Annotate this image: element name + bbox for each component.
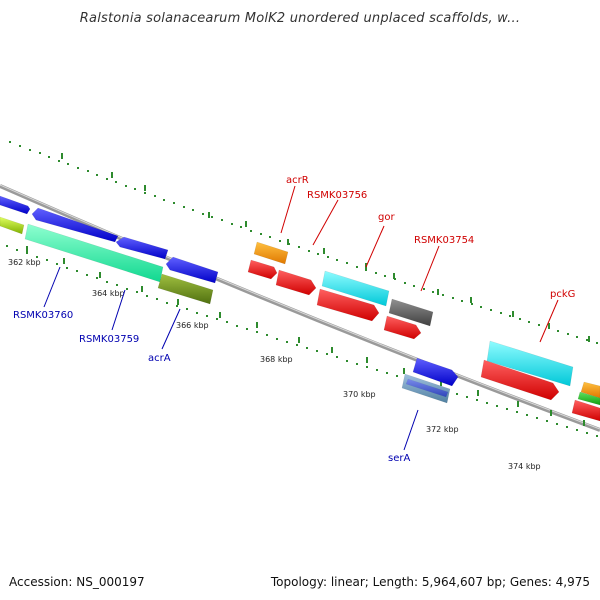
gene-bar[interactable] <box>0 216 25 235</box>
upper-tick-track <box>9 141 598 344</box>
gene-bar[interactable] <box>580 381 600 399</box>
gene-bar-acrr[interactable] <box>253 241 289 265</box>
genome-stats-text: Topology: linear; Length: 5,964,607 bp; … <box>270 575 590 589</box>
label-acrr[interactable]: acrR <box>286 175 309 186</box>
tick-label-370: 370 kbp <box>343 390 376 399</box>
gene-arrow[interactable] <box>165 256 219 284</box>
sera-genes <box>401 357 459 404</box>
gene-arrow[interactable] <box>115 236 169 260</box>
accession-text: Accession: NS_000197 <box>9 575 145 589</box>
gene-arrow[interactable] <box>480 359 560 401</box>
tick-label-368: 368 kbp <box>260 355 293 364</box>
label-sera[interactable]: serA <box>388 453 410 464</box>
leader-lines <box>43 185 559 451</box>
label-rsmk03756[interactable]: RSMK03756 <box>307 190 367 201</box>
gene-bar-acra[interactable] <box>157 273 214 305</box>
label-rsmk03759[interactable]: RSMK03759 <box>79 334 139 345</box>
tick-label-374: 374 kbp <box>508 462 541 471</box>
backbone <box>0 184 600 432</box>
reverse-genes-top <box>0 195 219 284</box>
forward-genes-bottom <box>247 259 600 422</box>
label-acra[interactable]: acrA <box>148 353 171 364</box>
reverse-genes-bottom <box>0 216 214 305</box>
gene-arrow[interactable] <box>31 207 119 243</box>
label-pckg[interactable]: pckG <box>550 289 575 300</box>
gene-arrow[interactable] <box>412 357 459 387</box>
gene-arrow[interactable] <box>0 195 31 215</box>
gene-arrow[interactable] <box>316 288 380 322</box>
tick-label-366: 366 kbp <box>176 321 209 330</box>
tick-labels: 362 kbp 364 kbp 366 kbp 368 kbp 370 kbp … <box>8 258 541 471</box>
label-gor[interactable]: gor <box>378 212 395 223</box>
gene-arrow[interactable] <box>383 315 422 340</box>
gene-arrow[interactable] <box>571 399 600 422</box>
gene-bar-pckg[interactable] <box>486 340 574 387</box>
gene-bar-sera-inner <box>405 378 449 398</box>
map-title: Ralstonia solanacearum MolK2 unordered u… <box>79 11 521 26</box>
label-rsmk03754[interactable]: RSMK03754 <box>414 235 474 246</box>
gene-bar[interactable] <box>577 391 600 406</box>
gene-bar-rsmk03754[interactable] <box>388 298 434 327</box>
forward-genes-top <box>253 241 600 399</box>
gene-arrow[interactable] <box>247 259 278 280</box>
tick-label-364: 364 kbp <box>92 289 125 298</box>
tick-label-372: 372 kbp <box>426 425 459 434</box>
gene-labels: acrR RSMK03756 gor RSMK03754 pckG RSMK03… <box>13 175 575 464</box>
gene-bar-gor[interactable] <box>321 270 390 307</box>
tick-label-362: 362 kbp <box>8 258 41 267</box>
label-rsmk03760[interactable]: RSMK03760 <box>13 310 73 321</box>
gene-arrow-rsmk03756[interactable] <box>275 269 317 296</box>
